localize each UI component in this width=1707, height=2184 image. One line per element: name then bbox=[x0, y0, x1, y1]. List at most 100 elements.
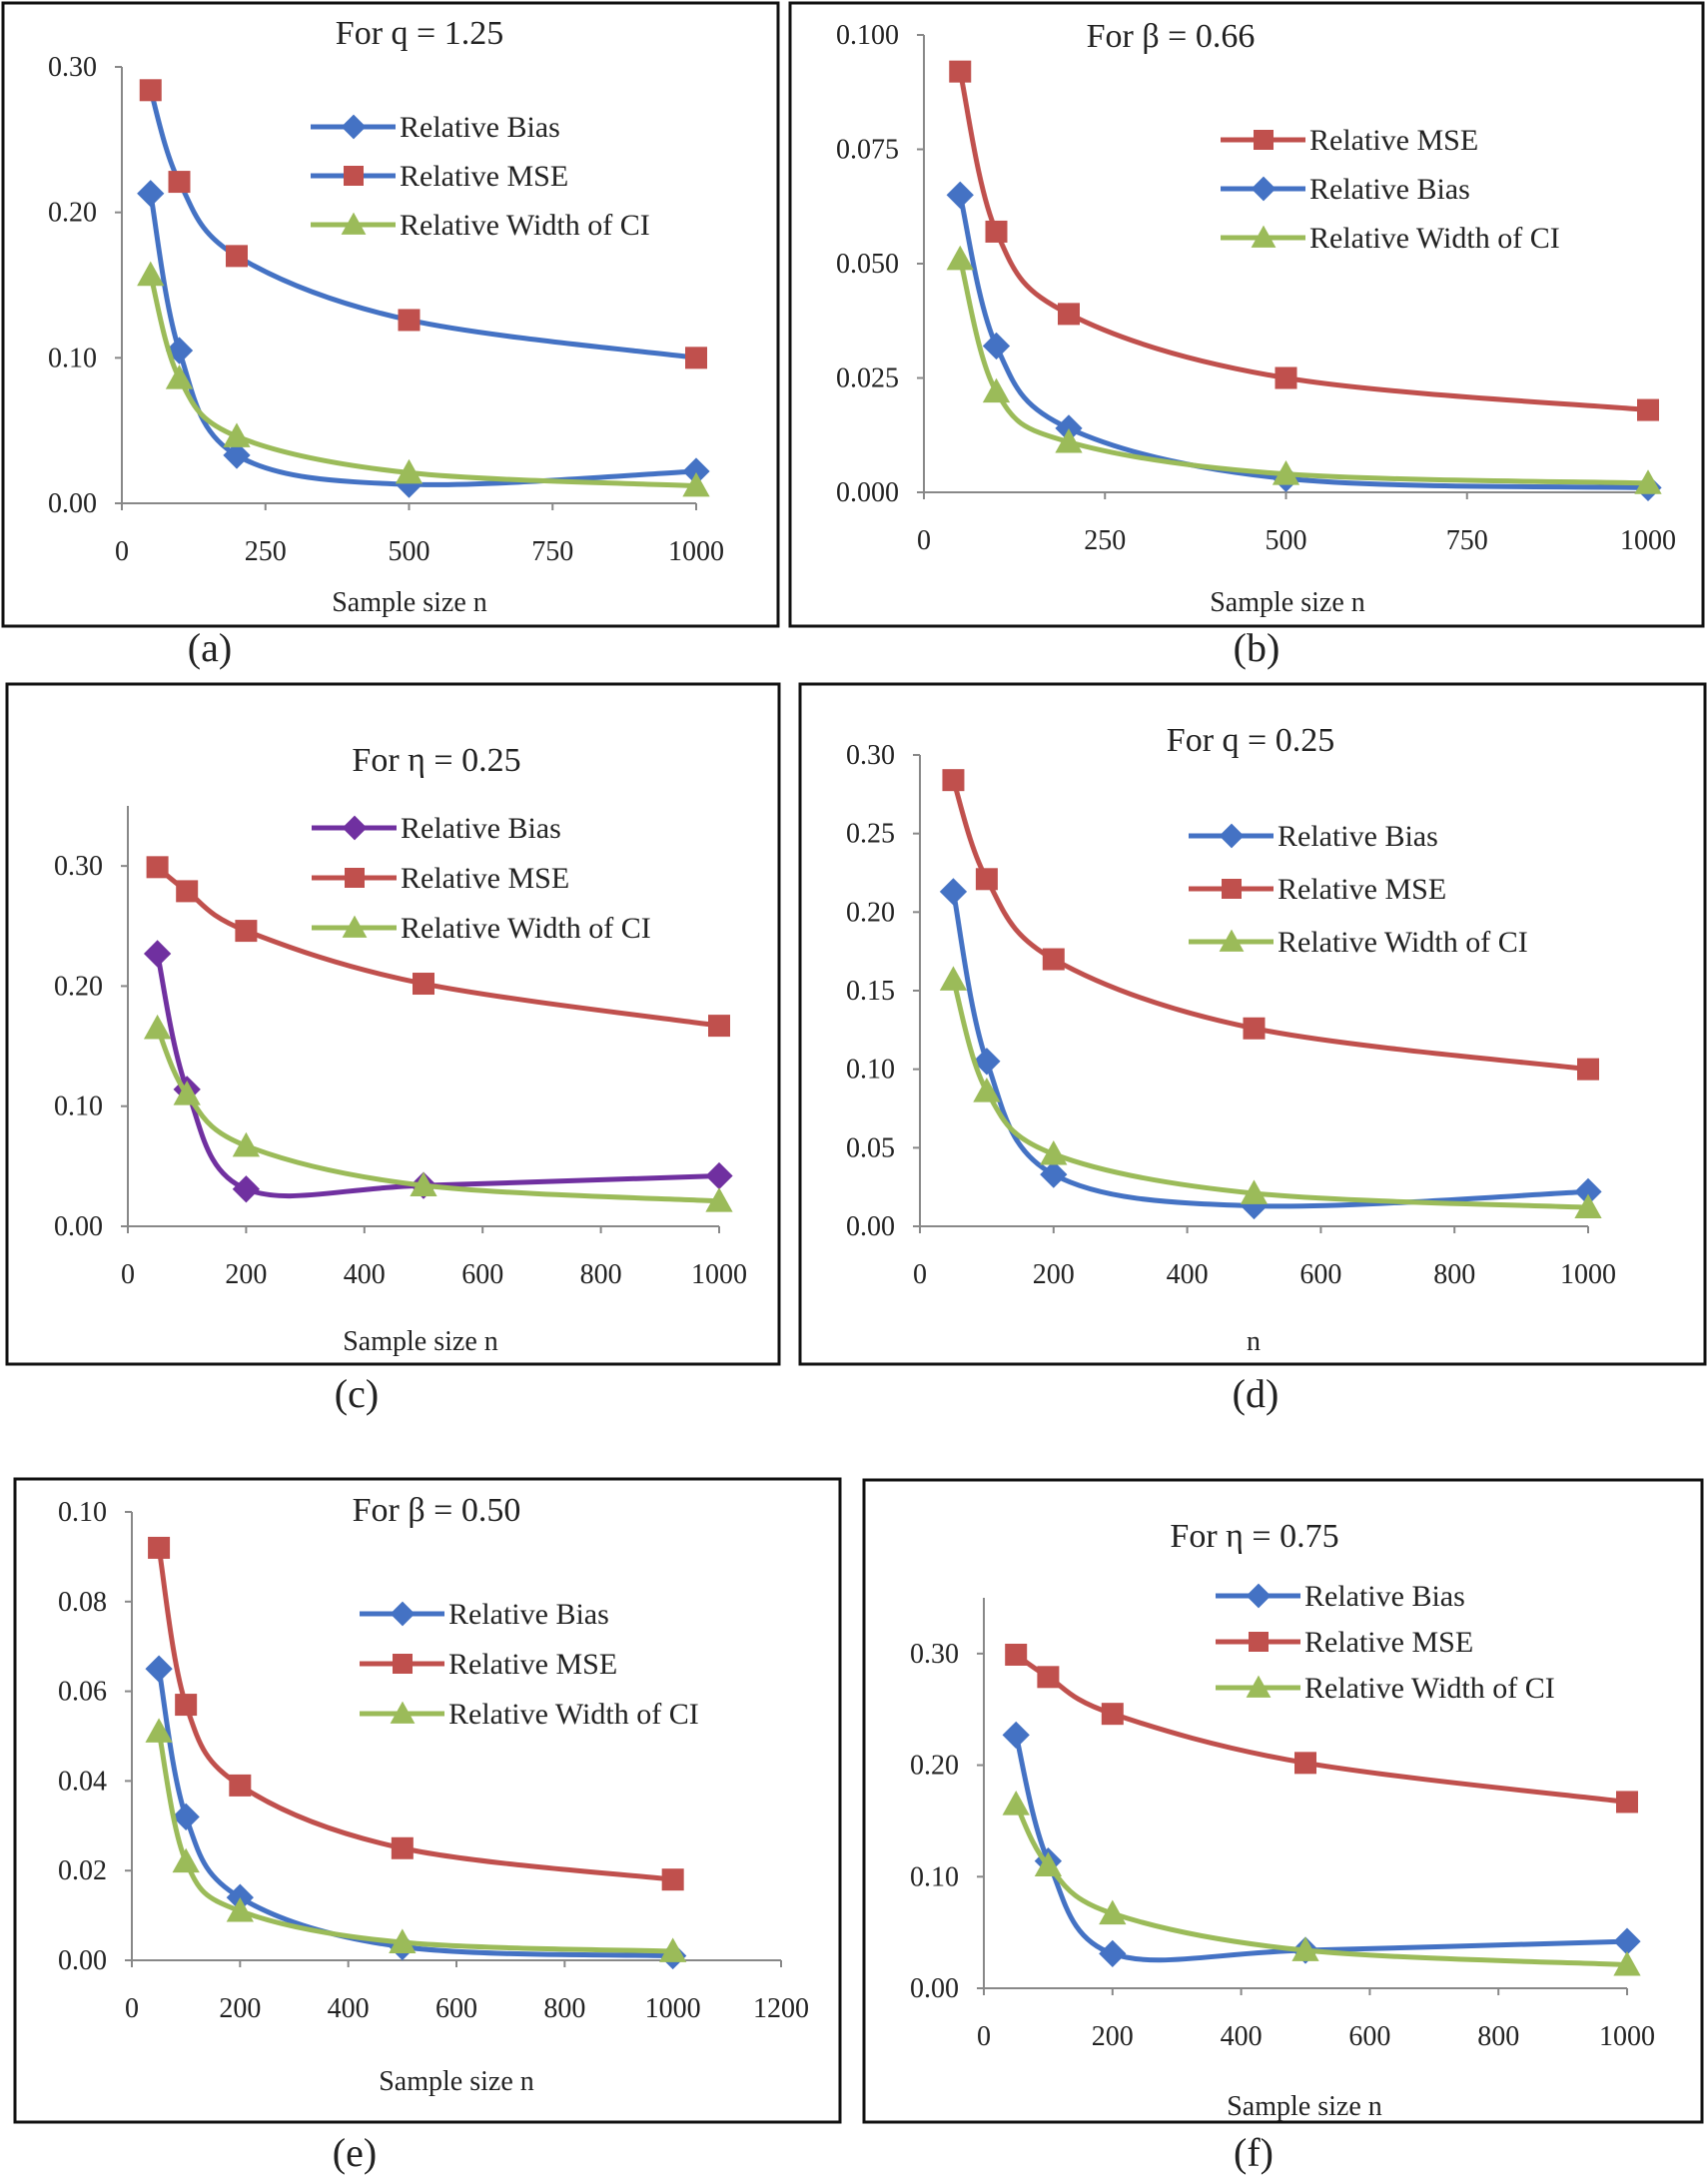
y-tick-label: 0.050 bbox=[836, 249, 899, 280]
data-point bbox=[946, 245, 974, 271]
legend-label: Relative MSE bbox=[400, 160, 568, 193]
data-point bbox=[1037, 1666, 1060, 1689]
legend-label: Relative Bias bbox=[448, 1598, 609, 1631]
data-point bbox=[1002, 1791, 1030, 1816]
y-tick-label: 0.00 bbox=[48, 488, 97, 519]
x-tick-label: 200 bbox=[219, 1993, 261, 2024]
data-point bbox=[172, 1803, 200, 1830]
y-tick-label: 0.10 bbox=[48, 343, 97, 373]
legend-marker bbox=[1251, 176, 1277, 202]
chart-panel-2: 0.000 0.025 0.050 0.075 0.100 0 250 500 750 1000 F… bbox=[788, 1, 1705, 628]
data-point bbox=[173, 1081, 201, 1105]
data-point bbox=[708, 1015, 730, 1038]
chart-title: For q = 1.25 bbox=[336, 15, 503, 52]
legend-label: Relative Bias bbox=[1309, 173, 1470, 206]
x-tick-label: 0 bbox=[977, 2021, 991, 2052]
data-point bbox=[939, 878, 968, 906]
data-point bbox=[1634, 469, 1662, 494]
y-tick-label: 0.10 bbox=[58, 1497, 107, 1528]
y-tick-label: 0.000 bbox=[836, 477, 899, 508]
data-point bbox=[389, 1928, 417, 1953]
series-line-0 bbox=[156, 1668, 673, 1959]
legend-marker bbox=[342, 915, 368, 938]
y-tick-label: 0.00 bbox=[54, 1211, 103, 1242]
x-tick-label: 1000 bbox=[645, 1993, 701, 2024]
legend-marker bbox=[1219, 929, 1245, 952]
x-tick-label: 600 bbox=[1348, 2021, 1390, 2052]
panel-label: (e) bbox=[333, 2130, 377, 2175]
y-tick-label: 0.30 bbox=[54, 851, 103, 882]
y-tick-label: 0.30 bbox=[846, 740, 895, 771]
y-tick-label: 0.00 bbox=[910, 1973, 959, 2004]
x-tick-label: 200 bbox=[1092, 2021, 1134, 2052]
x-tick-label: 1000 bbox=[1620, 525, 1676, 556]
chart-title: For η = 0.25 bbox=[352, 742, 520, 779]
y-tick-label: 0.20 bbox=[48, 198, 97, 229]
data-point bbox=[172, 1847, 200, 1873]
data-point bbox=[973, 1048, 1001, 1076]
legend-label: Relative MSE bbox=[1278, 873, 1446, 906]
series-line-0 bbox=[1013, 1734, 1628, 1963]
data-point bbox=[1240, 1179, 1269, 1204]
chart-panel-1: 0.00 0.10 0.20 0.30 0 250 500 750 1000 For q = 1.… bbox=[1, 1, 780, 628]
series-line-2 bbox=[148, 274, 697, 489]
y-tick-label: 0.25 bbox=[846, 819, 895, 850]
legend-marker bbox=[341, 212, 367, 235]
legend-label: Relative MSE bbox=[1304, 1626, 1473, 1659]
legend-marker bbox=[1246, 1675, 1272, 1698]
chart-frame bbox=[5, 682, 781, 1366]
y-tick-label: 0.025 bbox=[836, 364, 899, 394]
data-point bbox=[226, 245, 248, 268]
data-point bbox=[229, 1774, 252, 1797]
data-point bbox=[143, 940, 172, 968]
data-point bbox=[661, 1868, 684, 1891]
x-tick-label: 400 bbox=[328, 1993, 370, 2024]
data-point bbox=[165, 364, 194, 389]
x-tick-label: 1000 bbox=[691, 1259, 747, 1290]
x-tick-label: 800 bbox=[1433, 1259, 1475, 1290]
legend-label: Relative Width of CI bbox=[1309, 222, 1560, 255]
series-line-2 bbox=[156, 1731, 673, 1954]
x-tick-label: 1000 bbox=[1599, 2021, 1655, 2052]
data-point bbox=[223, 422, 251, 447]
x-tick-label: 800 bbox=[1477, 2021, 1519, 2052]
data-point bbox=[1005, 1643, 1028, 1666]
legend-label: Relative Width of CI bbox=[1278, 926, 1528, 959]
chart-title: For q = 0.25 bbox=[1167, 722, 1334, 759]
x-axis-label: Sample size n bbox=[379, 2066, 534, 2097]
data-point bbox=[391, 1836, 414, 1859]
data-point bbox=[1294, 1752, 1316, 1775]
x-tick-label: 1200 bbox=[753, 1993, 809, 2024]
legend-label: Relative Width of CI bbox=[1304, 1672, 1555, 1705]
x-tick-label: 0 bbox=[913, 1259, 927, 1290]
data-point bbox=[146, 856, 169, 879]
data-point bbox=[1275, 366, 1297, 389]
data-point bbox=[143, 1014, 172, 1040]
data-point bbox=[235, 920, 258, 943]
chart-panel-6: 0.00 0.10 0.20 0.30 0 200 400 600 800 1000 For η =… bbox=[862, 1478, 1704, 2124]
data-point bbox=[982, 332, 1011, 361]
data-point bbox=[165, 337, 194, 364]
series-line-1 bbox=[957, 194, 1649, 490]
legend-marker bbox=[1249, 1632, 1269, 1652]
x-tick-label: 750 bbox=[1446, 525, 1488, 556]
data-point bbox=[145, 1718, 173, 1743]
x-tick-label: 800 bbox=[543, 1993, 585, 2024]
chart-frame bbox=[862, 1478, 1704, 2124]
legend-marker bbox=[1246, 1583, 1272, 1609]
legend-label: Relative Width of CI bbox=[400, 209, 650, 242]
data-point bbox=[1613, 1950, 1641, 1976]
x-tick-label: 200 bbox=[225, 1259, 267, 1290]
x-tick-label: 400 bbox=[344, 1259, 386, 1290]
panel-label: (c) bbox=[335, 1371, 379, 1416]
data-point bbox=[168, 171, 191, 194]
data-point bbox=[1240, 1191, 1269, 1220]
data-point bbox=[232, 1131, 261, 1157]
data-point bbox=[148, 1536, 171, 1559]
data-point bbox=[1101, 1703, 1124, 1726]
x-tick-label: 0 bbox=[125, 1993, 139, 2024]
x-tick-label: 250 bbox=[1084, 525, 1126, 556]
legend-marker bbox=[344, 166, 364, 186]
data-point bbox=[175, 1694, 198, 1717]
panel-label: (a) bbox=[188, 625, 232, 670]
